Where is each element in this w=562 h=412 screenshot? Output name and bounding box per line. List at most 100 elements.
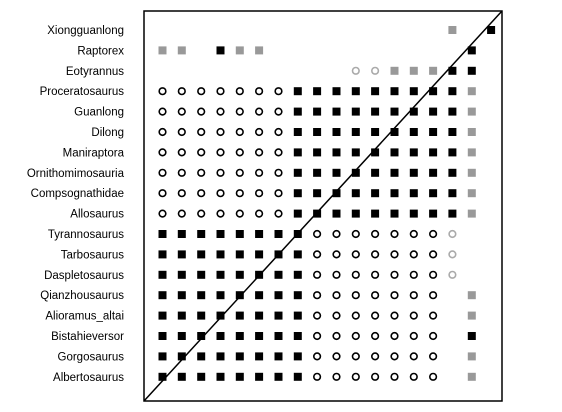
open-circle-cell xyxy=(429,250,438,259)
open-circle-cell xyxy=(274,127,283,137)
black-square-cell xyxy=(235,250,244,259)
open-circle-cell xyxy=(197,189,206,198)
black-square-cell xyxy=(197,291,206,300)
black-square-cell xyxy=(351,107,360,116)
black-square-cell xyxy=(332,107,341,116)
open-circle-cell xyxy=(313,352,322,361)
gray-circle-cell xyxy=(448,270,457,279)
open-circle-cell xyxy=(235,189,244,198)
gray-circle-cell xyxy=(448,229,457,239)
open-circle-cell xyxy=(177,127,186,137)
open-circle-cell xyxy=(332,331,341,341)
black-square-cell xyxy=(235,291,244,300)
diagonal-line xyxy=(143,10,503,402)
black-square-cell xyxy=(293,107,302,116)
row-label-daspletosaurus: Daspletosaurus xyxy=(44,270,124,282)
row-label-gorgosaurus: Gorgosaurus xyxy=(58,351,125,363)
open-circle-cell xyxy=(332,229,341,239)
row-label-ornithomimosauria: Ornithomimosauria xyxy=(27,168,125,180)
gray-circle-cell xyxy=(351,66,360,75)
open-circle-cell xyxy=(409,270,418,279)
open-circle-cell xyxy=(409,291,418,300)
open-circle-cell xyxy=(197,209,206,218)
black-square-cell xyxy=(390,209,399,218)
black-square-cell xyxy=(409,128,418,136)
black-square-cell xyxy=(158,270,167,279)
open-circle-cell xyxy=(351,291,360,300)
gray-square-cell xyxy=(177,46,186,55)
black-square-cell xyxy=(448,128,457,136)
black-square-cell xyxy=(274,250,283,259)
open-circle-cell xyxy=(158,148,167,157)
gray-square-cell xyxy=(467,291,476,300)
black-square-cell xyxy=(371,87,380,96)
open-circle-cell xyxy=(371,372,380,381)
black-square-cell xyxy=(274,270,283,279)
open-circle-cell xyxy=(216,209,225,218)
black-square-cell xyxy=(448,209,457,218)
black-square-cell xyxy=(313,168,322,177)
black-square-cell xyxy=(158,352,167,361)
open-circle-cell xyxy=(158,209,167,218)
row-label-tarbosaurus: Tarbosaurus xyxy=(61,249,125,261)
row-label-eotyrannus: Eotyrannus xyxy=(66,66,124,78)
black-square-cell xyxy=(255,250,264,259)
gray-square-cell xyxy=(467,372,476,381)
black-square-cell xyxy=(255,332,264,340)
gray-square-cell xyxy=(467,148,476,157)
black-square-cell xyxy=(274,291,283,300)
black-square-cell xyxy=(197,230,206,238)
black-square-cell xyxy=(177,270,186,279)
open-circle-cell xyxy=(313,372,322,381)
black-square-cell xyxy=(293,311,302,320)
black-square-cell xyxy=(409,107,418,116)
black-square-cell xyxy=(235,270,244,279)
row-label-guanlong: Guanlong xyxy=(74,107,124,119)
open-circle-cell xyxy=(390,291,399,300)
open-circle-cell xyxy=(274,107,283,116)
open-circle-cell xyxy=(274,148,283,157)
black-square-cell xyxy=(332,168,341,177)
black-square-cell xyxy=(313,189,322,198)
open-circle-cell xyxy=(177,148,186,157)
open-circle-cell xyxy=(332,352,341,361)
open-circle-cell xyxy=(390,372,399,381)
open-circle-cell xyxy=(429,311,438,320)
black-square-cell xyxy=(448,66,457,75)
open-circle-cell xyxy=(313,291,322,300)
black-square-cell xyxy=(255,311,264,320)
black-square-cell xyxy=(313,148,322,157)
black-square-cell xyxy=(371,107,380,116)
black-square-cell xyxy=(409,148,418,157)
black-square-cell xyxy=(429,148,438,157)
black-square-cell xyxy=(467,332,476,340)
open-circle-cell xyxy=(351,250,360,259)
black-square-cell xyxy=(274,352,283,361)
gray-square-cell xyxy=(235,46,244,55)
row-label-qianzhousaurus: Qianzhousaurus xyxy=(40,290,124,302)
black-square-cell xyxy=(409,168,418,177)
open-circle-cell xyxy=(429,352,438,361)
open-circle-cell xyxy=(351,352,360,361)
black-square-cell xyxy=(293,250,302,259)
black-square-cell xyxy=(216,352,225,361)
open-circle-cell xyxy=(197,87,206,96)
open-circle-cell xyxy=(313,250,322,259)
black-square-cell xyxy=(216,332,225,340)
black-square-cell xyxy=(487,26,496,34)
gray-circle-cell xyxy=(371,66,380,75)
row-label-xiongguanlong: Xiongguanlong xyxy=(47,25,124,37)
black-square-cell xyxy=(255,230,264,238)
black-square-cell xyxy=(293,270,302,279)
open-circle-cell xyxy=(197,107,206,116)
open-circle-cell xyxy=(351,311,360,320)
black-square-cell xyxy=(429,189,438,198)
open-circle-cell xyxy=(409,331,418,341)
open-circle-cell xyxy=(429,291,438,300)
open-circle-cell xyxy=(390,250,399,259)
black-square-cell xyxy=(409,87,418,96)
gray-square-cell xyxy=(255,46,264,55)
black-square-cell xyxy=(293,209,302,218)
black-square-cell xyxy=(332,148,341,157)
open-circle-cell xyxy=(235,127,244,137)
